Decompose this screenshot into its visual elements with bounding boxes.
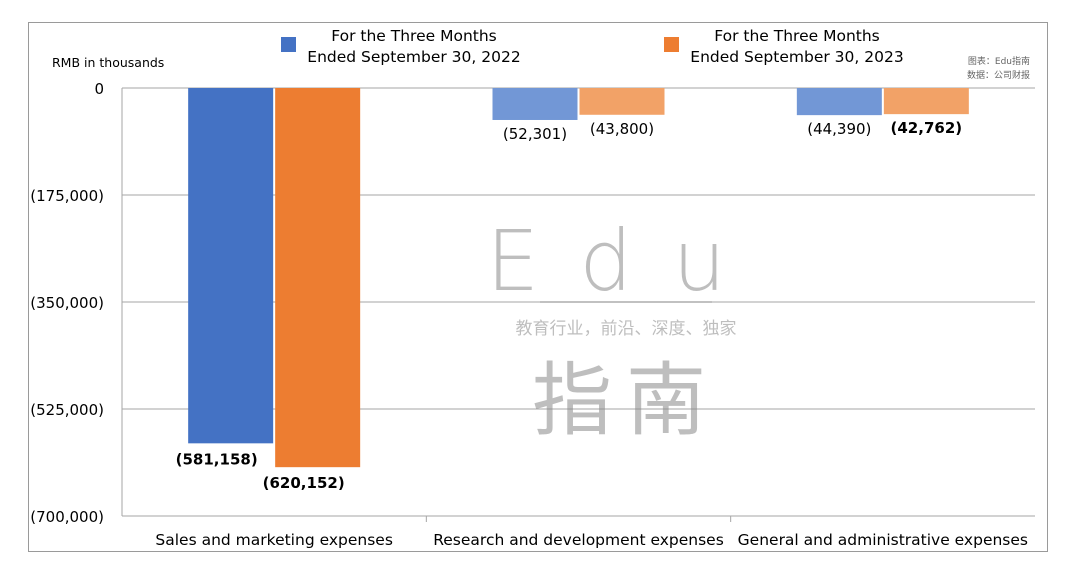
data-label: (52,301) xyxy=(503,125,567,143)
bars xyxy=(188,88,969,468)
legend-label: Ended September 30, 2022 xyxy=(307,48,520,66)
bar xyxy=(275,88,361,468)
bar xyxy=(492,88,578,120)
y-axis-unit-label: RMB in thousands xyxy=(52,55,164,70)
category-label: General and administrative expenses xyxy=(738,531,1028,549)
bar xyxy=(188,88,274,444)
y-axis-ticks: 0 (175,000) (350,000) (525,000) (700,000) xyxy=(30,80,104,526)
legend-label: Ended September 30, 2023 xyxy=(690,48,903,66)
data-label: (42,762) xyxy=(891,119,963,137)
data-labels: (581,158) (620,152) (52,301) (43,800) (44,39… xyxy=(176,119,962,492)
y-tick-label: (350,000) xyxy=(30,294,104,312)
data-label: (581,158) xyxy=(176,450,258,468)
legend: For the Three Months Ended September 30, … xyxy=(281,27,904,66)
data-label: (620,152) xyxy=(263,474,345,492)
y-tick-label: (700,000) xyxy=(30,508,104,526)
y-tick-label: (175,000) xyxy=(30,187,104,205)
bar xyxy=(883,88,969,115)
watermark: Edu 教育行业，前沿、深度、独家 指南 xyxy=(486,212,766,447)
chart-credit: 图表：Edu指南 xyxy=(968,55,1030,67)
watermark-logo: Edu xyxy=(486,212,766,310)
data-credit: 数据：公司财报 xyxy=(967,69,1030,81)
watermark-tagline: 教育行业，前沿、深度、独家 xyxy=(516,319,737,339)
legend-label: For the Three Months xyxy=(714,27,880,45)
y-tick-label: (525,000) xyxy=(30,401,104,419)
data-label: (44,390) xyxy=(807,120,871,138)
data-label: (43,800) xyxy=(590,120,654,138)
y-tick-label: 0 xyxy=(94,80,104,98)
bar xyxy=(579,88,665,115)
gridlines xyxy=(121,87,1035,517)
watermark-brand: 指南 xyxy=(532,354,720,447)
legend-label: For the Three Months xyxy=(331,27,497,45)
category-label: Sales and marketing expenses xyxy=(155,531,393,549)
legend-swatch xyxy=(281,37,296,52)
category-labels: Sales and marketing expenses Research and… xyxy=(155,516,1028,549)
bar xyxy=(796,88,882,116)
category-label: Research and development expenses xyxy=(433,531,724,549)
legend-swatch xyxy=(664,37,679,52)
